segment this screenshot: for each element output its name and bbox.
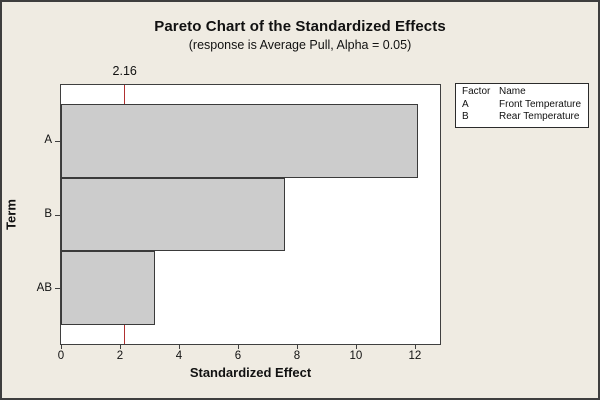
factor-legend: Factor Name A Front Temperature B Rear T…	[455, 83, 589, 128]
legend-factor: B	[462, 111, 469, 122]
y-tick-label-ab: AB	[36, 281, 52, 294]
legend-factor: A	[462, 98, 469, 110]
x-tick-mark	[237, 345, 239, 349]
y-tick-label-a: A	[44, 134, 52, 147]
x-tick-mark	[119, 345, 121, 349]
chart-subtitle: (response is Average Pull, Alpha = 0.05)	[188, 38, 412, 52]
legend-name: Front Temperature	[499, 98, 582, 110]
legend-header-factor: Factor	[462, 86, 491, 97]
x-tick-label-8: 8	[293, 350, 301, 362]
y-tick-mark	[55, 214, 60, 216]
x-tick-label-0: 0	[57, 350, 65, 362]
x-tick-label-2: 2	[116, 350, 124, 362]
y-tick-label-b: B	[44, 208, 52, 220]
x-tick-mark	[178, 345, 180, 349]
x-tick-mark	[296, 345, 298, 349]
x-tick-label-6: 6	[234, 350, 242, 362]
bar-b	[61, 177, 286, 252]
legend-header-name: Name	[499, 86, 526, 97]
chart-title: Pareto Chart of the Standardized Effects	[154, 18, 446, 35]
y-axis-title: Term	[3, 199, 19, 230]
x-tick-label-12: 12	[408, 350, 422, 362]
legend-row: B Rear Temperature	[462, 111, 588, 124]
bar-a	[61, 104, 418, 178]
legend-row: A Front Temperature	[462, 99, 588, 112]
x-tick-mark	[355, 345, 357, 349]
plot-area	[60, 84, 441, 345]
legend-header-row: Factor Name	[462, 86, 588, 99]
bar-ab	[61, 251, 156, 325]
legend-name: Rear Temperature	[499, 111, 580, 122]
x-tick-mark	[61, 345, 62, 349]
y-tick-mark	[55, 140, 60, 142]
x-tick-mark	[414, 345, 416, 349]
reference-line-label: 2.16	[112, 64, 137, 78]
x-tick-label-10: 10	[349, 350, 363, 362]
y-tick-mark	[55, 288, 60, 290]
x-tick-label-4: 4	[175, 350, 183, 362]
x-axis-title: Standardized Effect	[189, 365, 312, 380]
